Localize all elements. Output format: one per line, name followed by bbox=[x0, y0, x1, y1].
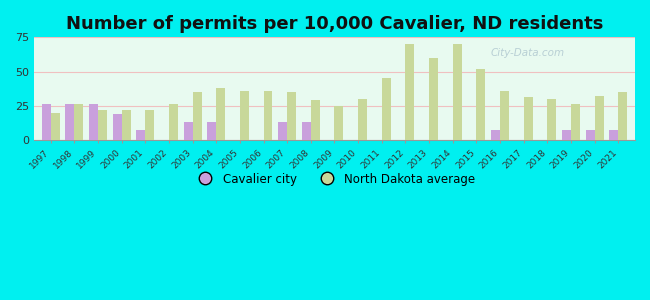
Bar bbox=[216, 88, 225, 140]
Bar bbox=[74, 104, 83, 140]
Bar bbox=[335, 106, 343, 140]
Bar bbox=[51, 112, 60, 140]
Bar bbox=[610, 130, 618, 140]
Bar bbox=[618, 92, 627, 140]
Bar bbox=[287, 92, 296, 140]
Bar bbox=[207, 122, 216, 140]
Bar bbox=[42, 104, 51, 140]
Bar bbox=[183, 122, 192, 140]
Title: Number of permits per 10,000 Cavalier, ND residents: Number of permits per 10,000 Cavalier, N… bbox=[66, 15, 603, 33]
Bar bbox=[524, 98, 533, 140]
Bar bbox=[98, 110, 107, 140]
Bar bbox=[500, 91, 509, 140]
Bar bbox=[278, 122, 287, 140]
Bar bbox=[571, 104, 580, 140]
Bar bbox=[240, 91, 249, 140]
Bar bbox=[406, 44, 415, 140]
Bar bbox=[145, 110, 154, 140]
Text: City-Data.com: City-Data.com bbox=[491, 48, 565, 58]
Bar bbox=[547, 99, 556, 140]
Bar bbox=[476, 69, 486, 140]
Bar bbox=[562, 130, 571, 140]
Bar bbox=[89, 104, 98, 140]
Bar bbox=[136, 130, 145, 140]
Bar bbox=[122, 110, 131, 140]
Bar bbox=[192, 92, 202, 140]
Bar bbox=[491, 130, 500, 140]
Bar bbox=[112, 114, 122, 140]
Bar bbox=[453, 44, 461, 140]
Bar bbox=[586, 130, 595, 140]
Legend: Cavalier city, North Dakota average: Cavalier city, North Dakota average bbox=[189, 168, 480, 190]
Bar bbox=[65, 104, 74, 140]
Bar bbox=[263, 91, 272, 140]
Bar bbox=[382, 78, 391, 140]
Bar bbox=[169, 104, 178, 140]
Bar bbox=[429, 58, 438, 140]
Bar bbox=[595, 96, 604, 140]
Bar bbox=[302, 122, 311, 140]
Bar bbox=[311, 100, 320, 140]
Bar bbox=[358, 99, 367, 140]
